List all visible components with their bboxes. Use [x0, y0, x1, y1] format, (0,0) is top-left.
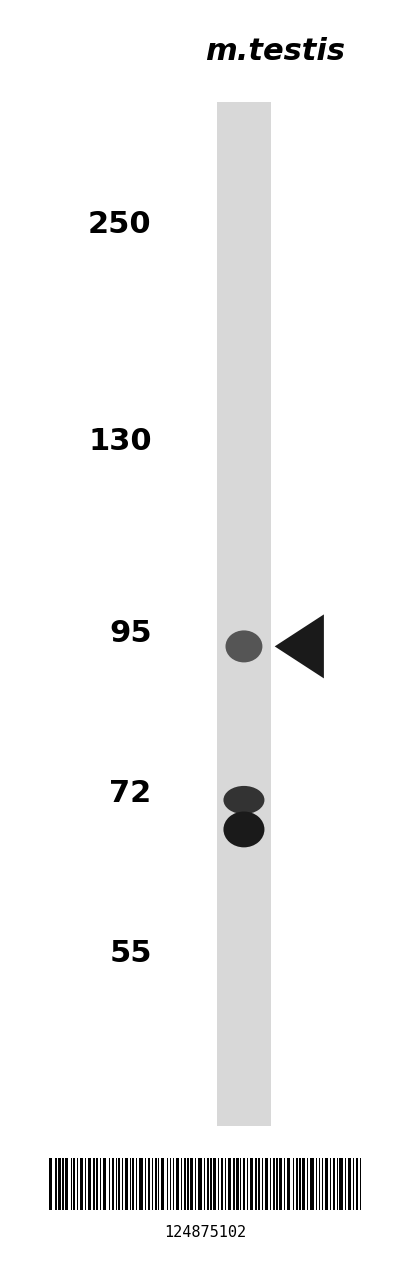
Bar	[272, 1158, 274, 1210]
Bar	[85, 1158, 86, 1210]
Bar	[324, 1158, 327, 1210]
Bar	[299, 1158, 300, 1210]
Bar	[108, 1158, 110, 1210]
Bar	[249, 1158, 253, 1210]
Bar	[147, 1158, 150, 1210]
Bar	[217, 102, 270, 1126]
Bar	[224, 1158, 225, 1210]
Bar	[318, 1158, 319, 1210]
Bar	[203, 1158, 204, 1210]
Bar	[62, 1158, 63, 1210]
Bar	[258, 1158, 259, 1210]
Bar	[321, 1158, 323, 1210]
Bar	[183, 1158, 185, 1210]
Text: 250: 250	[88, 210, 151, 238]
Bar	[166, 1158, 168, 1210]
Bar	[279, 1158, 281, 1210]
Bar	[347, 1158, 350, 1210]
Bar	[283, 1158, 285, 1210]
Ellipse shape	[223, 812, 264, 847]
Bar	[344, 1158, 346, 1210]
Bar	[154, 1158, 156, 1210]
Bar	[243, 1158, 245, 1210]
Bar	[359, 1158, 360, 1210]
Bar	[332, 1158, 334, 1210]
Bar	[103, 1158, 106, 1210]
Bar	[65, 1158, 68, 1210]
Bar	[295, 1158, 297, 1210]
Bar	[206, 1158, 208, 1210]
Bar	[100, 1158, 101, 1210]
Bar	[121, 1158, 123, 1210]
Bar	[255, 1158, 256, 1210]
Bar	[144, 1158, 146, 1210]
Bar	[70, 1158, 72, 1210]
Text: m.testis: m.testis	[204, 37, 344, 65]
Bar	[292, 1158, 293, 1210]
Bar	[339, 1158, 342, 1210]
Bar	[246, 1158, 247, 1210]
Bar	[261, 1158, 263, 1210]
Bar	[306, 1158, 308, 1210]
Bar	[355, 1158, 357, 1210]
Bar	[301, 1158, 304, 1210]
Bar	[198, 1158, 201, 1210]
Bar	[49, 1158, 52, 1210]
Bar	[220, 1158, 222, 1210]
Bar	[309, 1158, 313, 1210]
Bar	[233, 1158, 234, 1210]
Text: 95: 95	[109, 620, 151, 648]
Bar	[118, 1158, 120, 1210]
Bar	[352, 1158, 353, 1210]
Bar	[329, 1158, 330, 1210]
Bar	[276, 1158, 277, 1210]
Bar	[213, 1158, 216, 1210]
Bar	[210, 1158, 211, 1210]
Bar	[269, 1158, 270, 1210]
Bar	[169, 1158, 171, 1210]
Bar	[132, 1158, 134, 1210]
Polygon shape	[274, 614, 323, 678]
Text: 124875102: 124875102	[164, 1225, 245, 1240]
Ellipse shape	[223, 786, 264, 814]
Bar	[96, 1158, 98, 1210]
Bar	[190, 1158, 192, 1210]
Bar	[336, 1158, 337, 1210]
Bar	[139, 1158, 142, 1210]
Bar	[161, 1158, 164, 1210]
Bar	[93, 1158, 94, 1210]
Bar	[315, 1158, 316, 1210]
Bar	[136, 1158, 137, 1210]
Text: 55: 55	[109, 940, 151, 968]
Bar	[173, 1158, 174, 1210]
Bar	[240, 1158, 241, 1210]
Bar	[151, 1158, 153, 1210]
Bar	[187, 1158, 188, 1210]
Bar	[115, 1158, 117, 1210]
Bar	[80, 1158, 83, 1210]
Text: 72: 72	[109, 780, 151, 808]
Bar	[111, 1158, 114, 1210]
Bar	[286, 1158, 290, 1210]
Bar	[195, 1158, 196, 1210]
Bar	[227, 1158, 230, 1210]
Bar	[236, 1158, 238, 1210]
Bar	[88, 1158, 91, 1210]
Bar	[55, 1158, 56, 1210]
Bar	[264, 1158, 267, 1210]
Bar	[77, 1158, 78, 1210]
Bar	[175, 1158, 178, 1210]
Text: 130: 130	[88, 428, 151, 456]
Bar	[218, 1158, 219, 1210]
Ellipse shape	[225, 631, 262, 663]
Bar	[180, 1158, 182, 1210]
Bar	[124, 1158, 127, 1210]
Bar	[129, 1158, 130, 1210]
Bar	[58, 1158, 61, 1210]
Bar	[158, 1158, 159, 1210]
Bar	[73, 1158, 75, 1210]
